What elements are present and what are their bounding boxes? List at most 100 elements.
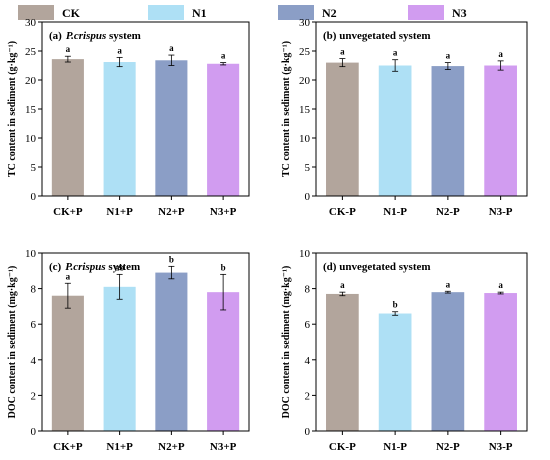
panel-title-prefix: (b) (323, 30, 337, 42)
error-bar (339, 291, 346, 297)
category-label: N1-P (383, 206, 407, 218)
panel-title-species: P.crispus (65, 261, 105, 273)
category-label: N2-P (436, 206, 460, 218)
error-bar (168, 54, 175, 66)
y-axis-label: TC content in sediment (g·kg⁻¹) (7, 41, 18, 177)
panel-title-suffix: system (106, 261, 141, 273)
panel-title-prefix: (d) (323, 261, 337, 273)
y-tick-label: 15 (25, 104, 37, 116)
y-tick-label: 4 (31, 355, 37, 367)
error-bar (444, 290, 451, 294)
bar-N1+P (103, 286, 136, 431)
y-tick-label: 20 (299, 75, 311, 87)
y-tick-label: 6 (305, 319, 311, 331)
legend: CK N1 N2 N3 (18, 5, 467, 20)
panel-title-prefix: (c) (49, 261, 62, 273)
error-bar (168, 265, 175, 280)
category-label: N3-P (489, 441, 513, 453)
legend-label: N2 (322, 6, 337, 20)
category-label: N3+P (210, 441, 237, 453)
panel-title: (b) unvegetated system (323, 30, 431, 42)
bar-N2-P (431, 66, 465, 196)
y-tick-label: 25 (299, 46, 311, 58)
category-label: N3-P (489, 206, 513, 218)
bar-CK-P (326, 293, 359, 431)
y-tick-label: 0 (31, 191, 37, 203)
bar-N3-P (484, 293, 517, 431)
legend-item-n3: N3 (408, 5, 467, 20)
bar-N2+P (155, 60, 188, 196)
error-bar (392, 311, 399, 316)
y-tick-label: 4 (305, 355, 311, 367)
legend-item-n1: N1 (148, 5, 207, 20)
error-bar (444, 62, 451, 70)
error-bar (497, 60, 504, 71)
error-bar (220, 273, 227, 311)
significance-label: a (340, 280, 345, 290)
panel-title: (d) unvegetated system (323, 261, 431, 273)
panel-title-suffix: unvegetated system (336, 261, 430, 273)
error-bar (116, 56, 123, 68)
error-bar (392, 59, 399, 72)
significance-label: a (446, 279, 451, 289)
error-bar (64, 282, 71, 309)
significance-label: a (498, 49, 503, 59)
y-tick-label: 20 (25, 75, 37, 87)
legend-swatch (18, 5, 54, 20)
category-label: N1-P (383, 441, 407, 453)
error-bar (220, 62, 227, 66)
legend-swatch (148, 5, 184, 20)
significance-label: b (221, 262, 226, 272)
bar-CK+P (51, 59, 84, 197)
y-tick-label: 2 (31, 390, 37, 402)
bar-CK+P (51, 295, 84, 431)
bar-N3+P (207, 292, 240, 431)
category-label: CK-P (329, 441, 356, 453)
panel-title-species: P.crispus (66, 30, 106, 42)
significance-label: a (169, 43, 174, 53)
panel-1: a CK+P a N1+P a N2+P a N3+P 0 5 10 15 20 25 30 TC conte… (7, 17, 250, 218)
significance-label: a (498, 280, 503, 290)
y-axis-label: DOC content in sediment (mg·kg⁻¹) (281, 266, 292, 419)
y-tick-label: 8 (31, 284, 37, 296)
significance-label: a (446, 51, 451, 61)
bar-N3-P (484, 65, 517, 196)
significance-label: ab (115, 262, 125, 272)
significance-label: a (117, 45, 122, 55)
bar-CK-P (326, 62, 359, 196)
significance-label: a (340, 47, 345, 57)
y-tick-label: 0 (305, 191, 311, 203)
y-tick-label: 15 (299, 104, 311, 116)
error-bar (116, 273, 123, 300)
bar-N1+P (103, 62, 136, 196)
y-tick-label: 6 (31, 319, 37, 331)
significance-label: a (221, 51, 226, 61)
error-bar (497, 291, 504, 295)
category-label: N2-P (436, 441, 460, 453)
y-axis-label: TC content in sediment (g·kg⁻¹) (281, 41, 292, 177)
significance-label: a (393, 48, 398, 58)
plot-frame (41, 252, 250, 432)
plot-frame (315, 252, 528, 432)
significance-label: a (66, 44, 71, 54)
bar-N2-P (431, 292, 465, 431)
category-label: N2+P (158, 206, 185, 218)
significance-label: a (66, 271, 71, 281)
y-tick-label: 0 (31, 426, 37, 438)
category-label: CK+P (53, 206, 83, 218)
bar-N1-P (378, 65, 412, 196)
significance-label: b (169, 254, 174, 264)
y-tick-label: 5 (305, 162, 311, 174)
y-axis-label: DOC content in sediment (mg·kg⁻¹) (7, 266, 18, 419)
y-tick-label: 30 (25, 17, 37, 29)
panel-2: a CK-P a N1-P a N2-P a N3-P 0 5 10 15 20 25 30 TC conte… (281, 17, 528, 218)
bar-N3+P (207, 63, 240, 197)
y-tick-label: 25 (25, 46, 37, 58)
y-tick-label: 8 (305, 284, 311, 296)
panel-3: a CK+P ab N1+P b N2+P b N3+P 0 2 4 6 8 10 DOC content … (7, 248, 250, 453)
y-tick-label: 10 (25, 248, 37, 260)
bar-N2+P (155, 272, 188, 431)
significance-label: b (393, 300, 398, 310)
